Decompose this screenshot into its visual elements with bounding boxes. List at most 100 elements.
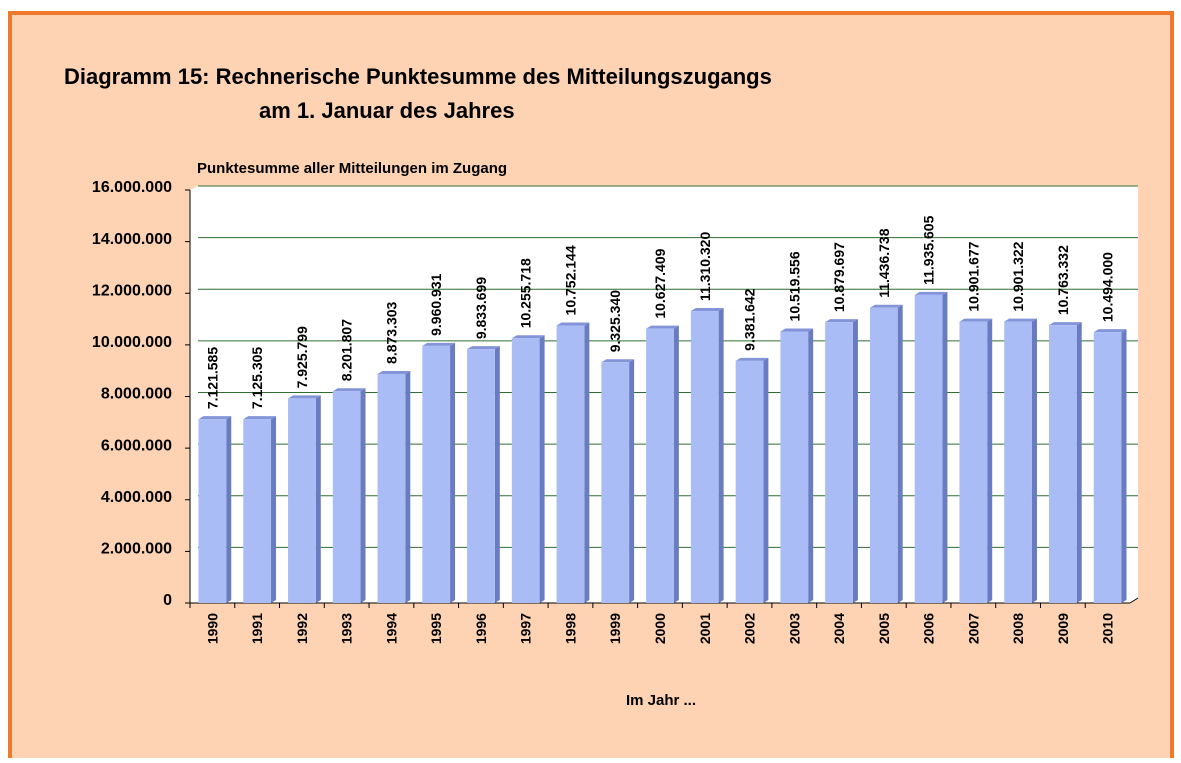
bar xyxy=(377,373,406,603)
bar xyxy=(467,349,495,603)
y-tick-label: 2.000.000 xyxy=(101,541,172,558)
bar xyxy=(556,325,585,603)
bar-top xyxy=(198,416,232,420)
bar xyxy=(1048,325,1077,603)
x-tick-label: 1996 xyxy=(473,613,489,644)
bar-side xyxy=(852,319,858,603)
value-label: 9.960.931 xyxy=(428,273,444,335)
bar xyxy=(735,360,764,603)
bar-side xyxy=(1031,318,1037,603)
bar-top xyxy=(646,325,679,329)
bar xyxy=(511,338,540,603)
value-label: 10.879.697 xyxy=(831,242,847,312)
bar xyxy=(690,311,719,603)
value-label: 8.873.303 xyxy=(383,301,399,363)
value-label: 9.833.699 xyxy=(473,277,489,339)
x-axis-label: Im Jahr ... xyxy=(626,692,696,709)
value-label: 11.935.605 xyxy=(921,215,937,285)
value-label: 11.310.320 xyxy=(697,232,713,302)
y-tick-label: 6.000.000 xyxy=(101,437,172,454)
bar-top xyxy=(243,416,277,420)
x-tick-label: 1998 xyxy=(562,613,578,644)
value-label: 8.201.807 xyxy=(339,319,355,381)
bar-top xyxy=(511,335,545,339)
bar-side xyxy=(673,325,679,603)
x-tick-label: 1995 xyxy=(428,613,444,644)
bar-top xyxy=(1093,329,1127,333)
value-label: 11.436.738 xyxy=(876,228,892,298)
value-label: 7.125.305 xyxy=(249,347,265,409)
x-tick-label: 1999 xyxy=(607,613,623,644)
bar xyxy=(332,391,361,603)
bar-top xyxy=(690,308,724,312)
bar xyxy=(869,307,898,603)
floor-edge xyxy=(1129,597,1139,604)
x-tick-label: 2001 xyxy=(697,613,713,644)
x-tick-label: 2002 xyxy=(742,613,758,644)
bar xyxy=(1004,321,1032,603)
bar-top xyxy=(1004,318,1037,322)
bar xyxy=(422,345,451,603)
bar-top xyxy=(780,328,814,332)
value-label: 7.121.585 xyxy=(204,347,220,409)
value-label: 10.255.718 xyxy=(518,258,534,328)
chart-title: am 1. Januar des Jahres xyxy=(259,98,515,123)
bar xyxy=(780,331,809,603)
value-label: 10.901.677 xyxy=(965,241,981,311)
y-tick-label: 0 xyxy=(163,592,172,609)
y-tick-label: 10.000.000 xyxy=(92,334,172,351)
x-tick-label: 2006 xyxy=(921,613,937,644)
y-tick-label: 12.000.000 xyxy=(92,282,172,299)
bar-side xyxy=(226,416,232,603)
value-label: 10.494.000 xyxy=(1100,252,1116,322)
x-tick-label: 1992 xyxy=(294,613,310,644)
x-tick-label: 1991 xyxy=(249,613,265,644)
bar-side xyxy=(808,328,814,603)
x-tick-label: 1990 xyxy=(204,613,220,644)
value-label: 10.627.409 xyxy=(652,248,668,318)
bar-side xyxy=(405,370,411,603)
bar xyxy=(646,328,674,603)
x-tick-label: 1993 xyxy=(339,613,355,644)
bar-top xyxy=(332,388,366,392)
bar-side xyxy=(897,304,903,603)
value-label: 7.925.799 xyxy=(294,326,310,388)
bar-side xyxy=(360,388,366,603)
x-tick-label: 2009 xyxy=(1055,613,1071,644)
x-tick-label: 1994 xyxy=(383,613,399,644)
y-tick-label: 16.000.000 xyxy=(92,179,172,196)
bar xyxy=(601,362,630,603)
bar-side xyxy=(629,359,635,603)
bar-side xyxy=(1121,329,1127,603)
bar-top xyxy=(735,357,769,361)
y-tick-label: 4.000.000 xyxy=(101,489,172,506)
x-tick-label: 2005 xyxy=(876,613,892,644)
bar-side xyxy=(987,318,993,603)
value-label: 9.381.642 xyxy=(742,288,758,350)
y-tick-label: 14.000.000 xyxy=(92,231,172,248)
x-tick-label: 2004 xyxy=(831,613,847,644)
bar-top xyxy=(377,370,411,374)
x-tick-label: 2003 xyxy=(786,613,802,644)
x-tick-label: 2010 xyxy=(1100,613,1116,644)
bar xyxy=(1093,332,1122,603)
bar-top xyxy=(959,318,993,322)
bar-side xyxy=(718,308,724,603)
bar-top xyxy=(869,304,903,308)
bar-side xyxy=(315,395,321,603)
value-label: 10.901.322 xyxy=(1010,241,1026,311)
bar-side xyxy=(450,342,456,603)
bar-side xyxy=(494,346,500,603)
bar-side xyxy=(271,416,277,603)
y-axis-label: Punktesumme aller Mitteilungen im Zugang xyxy=(197,160,507,177)
value-label: 10.763.332 xyxy=(1055,245,1071,315)
value-label: 10.519.556 xyxy=(786,251,802,321)
bar-top xyxy=(288,395,321,399)
bar xyxy=(959,321,988,603)
bar-top xyxy=(825,319,858,323)
chart-title: Diagramm 15: Rechnerische Punktesumme de… xyxy=(64,64,772,89)
bar-side xyxy=(763,357,769,603)
bar xyxy=(288,398,316,603)
y-tick-label: 8.000.000 xyxy=(101,386,172,403)
